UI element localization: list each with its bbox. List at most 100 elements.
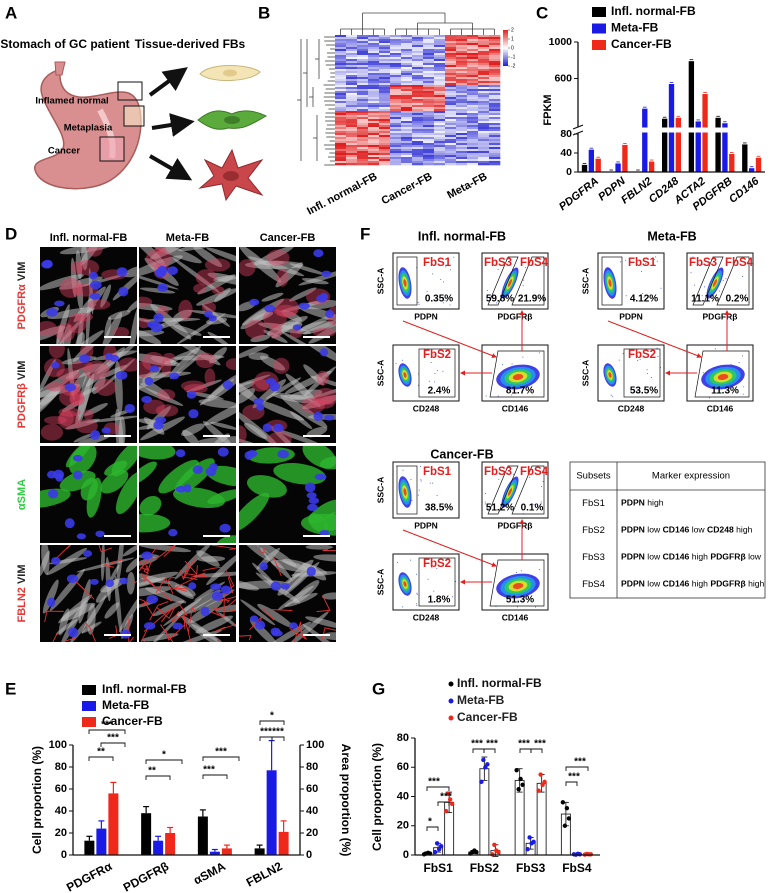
heatmap-cell xyxy=(478,139,490,142)
heatmap-cell xyxy=(434,43,446,46)
vimentin-fiber xyxy=(170,346,221,366)
heatmap-cell xyxy=(412,95,424,98)
x-tick-label: FBLN2 xyxy=(244,859,285,890)
nucleus xyxy=(264,304,276,313)
heatmap-cell xyxy=(390,97,402,100)
heatmap-cell xyxy=(489,45,501,48)
heatmap-cell xyxy=(390,131,402,134)
micrograph xyxy=(40,545,137,642)
fbln2-fiber xyxy=(217,598,231,604)
heatmap-cell xyxy=(489,97,501,100)
gate xyxy=(601,256,623,306)
heatmap-cell xyxy=(434,63,446,66)
heatmap-cell xyxy=(445,153,457,156)
x-tick-label: αSMA xyxy=(191,859,228,888)
heatmap-cell xyxy=(346,73,358,76)
event xyxy=(521,570,523,572)
heatmap-cell xyxy=(379,133,391,136)
nucleus xyxy=(192,465,203,474)
data-point xyxy=(588,852,594,857)
heatmap-cell xyxy=(456,99,468,102)
heatmap-cell xyxy=(412,53,424,56)
y-tick-label: 80 xyxy=(397,732,409,744)
marker-stain xyxy=(95,378,117,397)
heatmap-cell xyxy=(434,119,446,122)
heatmap-cell xyxy=(390,135,402,138)
heatmap-cell xyxy=(445,107,457,110)
heatmap-cell xyxy=(445,137,457,140)
heatmap-cell xyxy=(456,139,468,142)
heatmap-cell xyxy=(368,61,380,64)
y-tick-label: 80 xyxy=(55,761,67,773)
heatmap-cell xyxy=(346,157,358,160)
fbln2-fiber xyxy=(139,598,154,616)
vimentin-fiber xyxy=(105,556,111,602)
heatmap-cell xyxy=(368,39,380,42)
heatmap-cell xyxy=(390,119,402,122)
event xyxy=(618,359,620,361)
bar xyxy=(688,61,695,172)
heatmap-cell xyxy=(456,117,468,120)
heatmap-cell xyxy=(445,47,457,50)
heatmap-cell xyxy=(401,107,413,110)
data-point xyxy=(447,797,453,802)
vimentin-fiber xyxy=(74,434,111,443)
heatmap-cell xyxy=(445,151,457,154)
vimentin-fiber xyxy=(100,284,111,308)
heatmap-cell xyxy=(489,149,501,152)
micrograph xyxy=(239,545,336,642)
heatmap-cell xyxy=(467,107,479,110)
heatmap-cell xyxy=(489,111,501,114)
heatmap-cell xyxy=(434,39,446,42)
event xyxy=(433,354,435,356)
heatmap-cell xyxy=(434,37,446,40)
heatmap-cell xyxy=(346,109,358,112)
axis-break xyxy=(575,127,766,133)
heatmap-cell xyxy=(423,63,435,66)
heatmap-cell xyxy=(489,121,501,124)
event xyxy=(455,580,457,582)
micrograph xyxy=(139,545,236,642)
heatmap-cell xyxy=(423,151,435,154)
significance-bracket xyxy=(437,801,450,806)
heatmap-cell xyxy=(489,53,501,56)
event xyxy=(418,489,420,491)
vimentin-fiber xyxy=(150,355,177,365)
heatmap-cell xyxy=(335,51,347,54)
heatmap-cell xyxy=(489,61,501,64)
heatmap-cell xyxy=(335,141,347,144)
bar xyxy=(615,163,621,172)
heatmap-cell xyxy=(423,47,435,50)
marker-stain xyxy=(156,389,176,401)
bar xyxy=(536,782,547,856)
heatmap-cell xyxy=(434,87,446,90)
heatmap-cell xyxy=(489,75,501,78)
heatmap-cell xyxy=(401,51,413,54)
heatmap-cell xyxy=(423,135,435,138)
table-cell-part: PDPN xyxy=(621,552,645,562)
heatmap-cell xyxy=(357,87,369,90)
heatmap-cell xyxy=(456,57,468,60)
heatmap-cell xyxy=(434,77,446,80)
heatmap-cell xyxy=(434,69,446,72)
heatmap-cell xyxy=(379,105,391,108)
heatmap-cell xyxy=(456,55,468,58)
actin-fiber xyxy=(174,458,215,494)
data-point xyxy=(560,800,566,805)
heatmap-cell xyxy=(401,47,413,50)
vimentin-fiber xyxy=(313,383,336,398)
heatmap-cell xyxy=(412,131,424,134)
heatmap-cell xyxy=(423,105,435,108)
heatmap-cell xyxy=(445,37,457,40)
heatmap-cell xyxy=(412,39,424,42)
nucleus xyxy=(105,579,114,588)
heatmap-cell xyxy=(401,129,413,132)
heatmap-cell xyxy=(379,59,391,62)
actin-fiber xyxy=(111,446,137,477)
heatmap-cell xyxy=(423,75,435,78)
heatmap-cell xyxy=(434,95,446,98)
marker-stain xyxy=(58,407,81,417)
gate-label: FbS1 xyxy=(423,466,452,478)
heatmap-cell xyxy=(489,139,501,142)
